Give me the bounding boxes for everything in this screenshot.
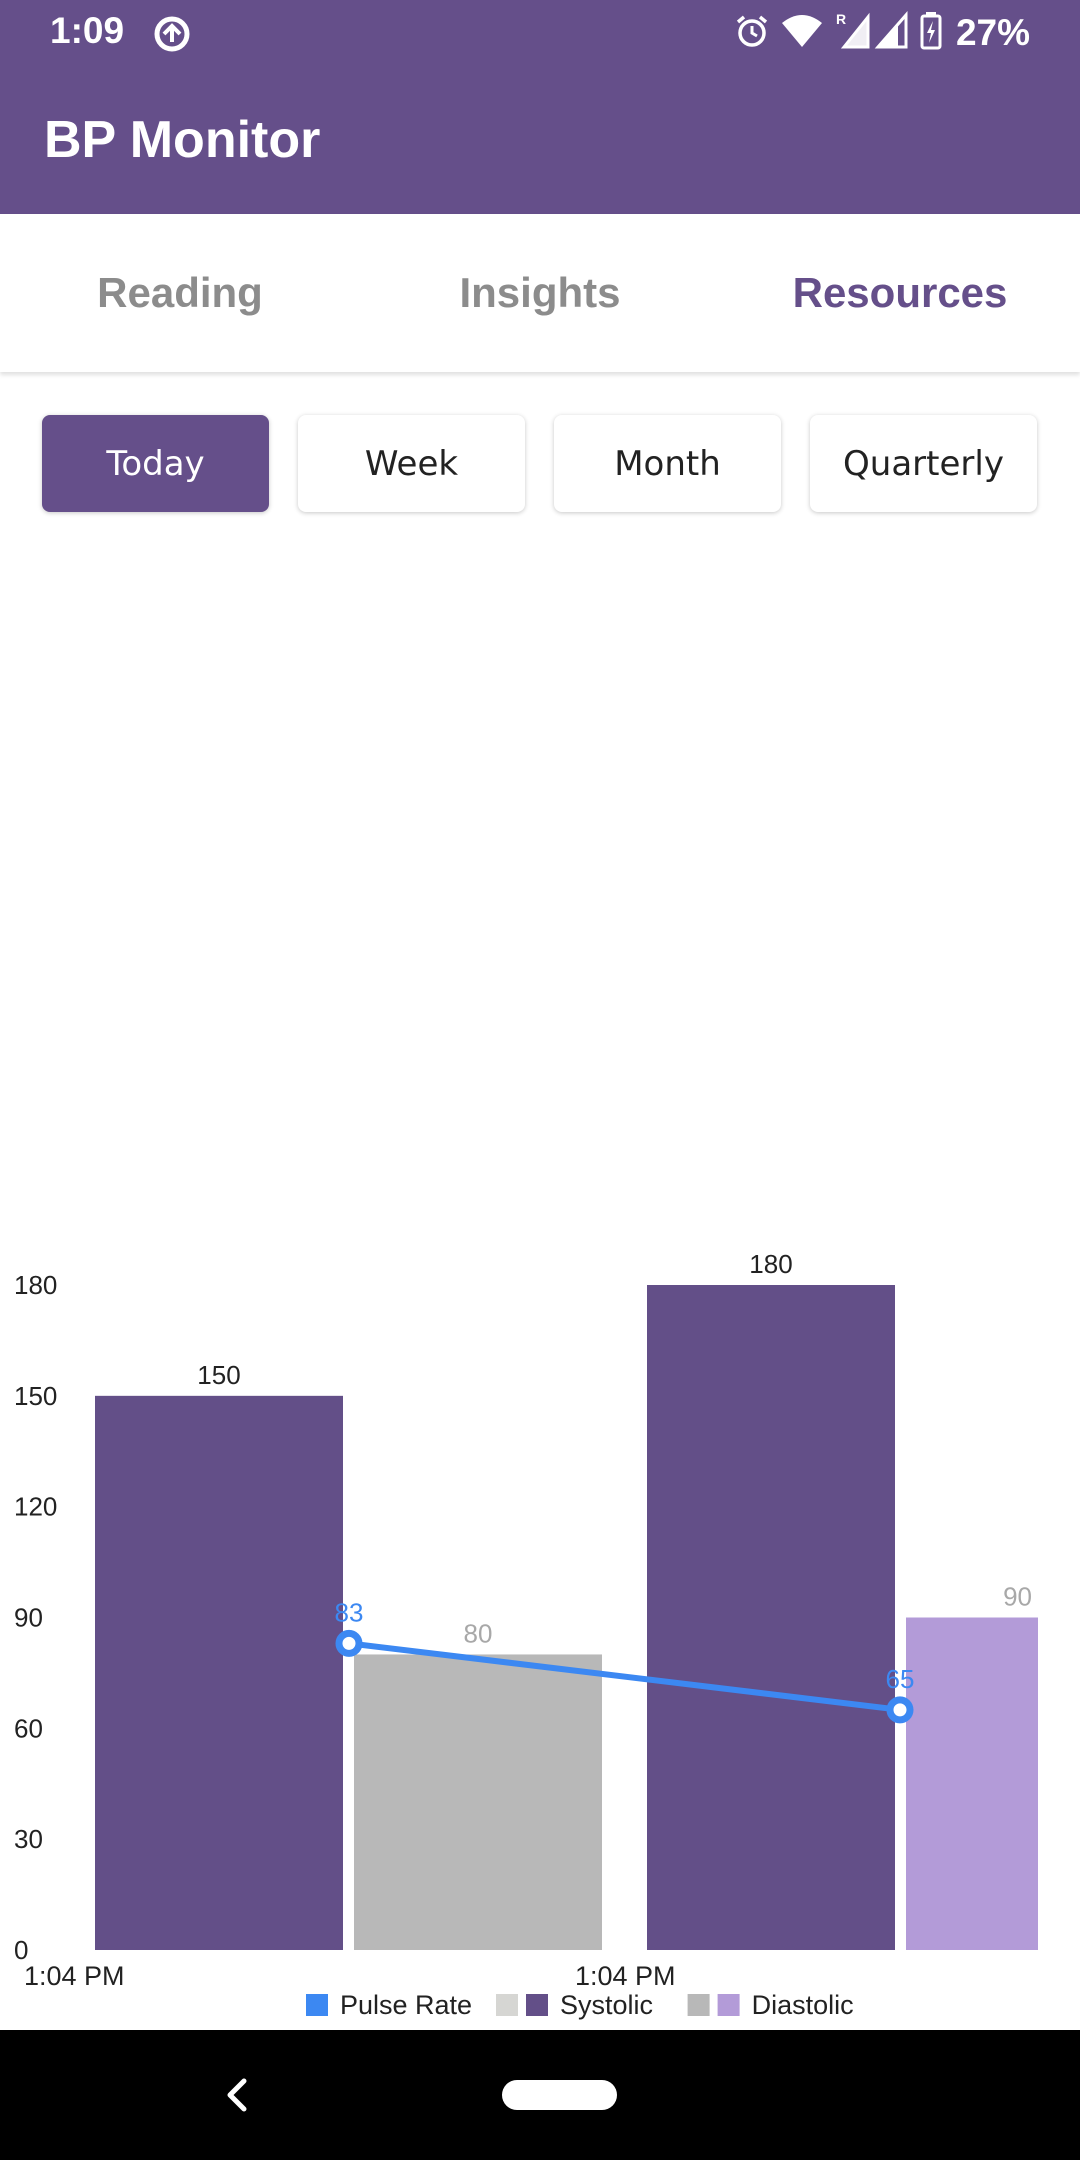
home-pill[interactable] xyxy=(502,2080,617,2110)
signal-icon: R xyxy=(834,11,910,56)
bp-chart: 0 30 60 90 120 150 180 150 80 180 90 83 65 1:04 PM 1:0… xyxy=(14,1249,1038,2020)
legend-label: Diastolic xyxy=(752,1990,854,2020)
y-tick-label: 30 xyxy=(14,1824,43,1854)
legend-swatch xyxy=(526,1994,548,2016)
legend-swatch xyxy=(717,1994,740,2016)
x-tick-label: 1:04 PM xyxy=(24,1961,125,1991)
tab-reading[interactable]: Reading xyxy=(97,269,263,316)
y-tick-label: 60 xyxy=(14,1713,43,1743)
legend-label: Systolic xyxy=(560,1990,653,2020)
y-tick-label: 180 xyxy=(14,1270,57,1300)
tab-resources[interactable]: Resources xyxy=(792,269,1008,316)
app-bar: BP Monitor xyxy=(0,66,1080,214)
systolic-bar xyxy=(95,1395,343,1950)
today-button[interactable]: Today xyxy=(42,415,269,512)
month-button[interactable]: Month xyxy=(554,415,781,512)
legend-swatch xyxy=(496,1994,518,2016)
alarm-icon xyxy=(734,13,770,54)
tab-insights[interactable]: Insights xyxy=(459,269,621,316)
legend-swatch xyxy=(687,1994,710,2016)
diastolic-value-label: 90 xyxy=(1003,1582,1032,1612)
back-icon[interactable] xyxy=(222,2075,252,2120)
nav-bar xyxy=(0,2030,1080,2160)
roaming-indicator: R xyxy=(836,11,846,27)
wifi-icon xyxy=(780,13,824,54)
pulse-rate-point xyxy=(335,1629,363,1657)
x-tick-label: 1:04 PM xyxy=(575,1961,676,1991)
battery-icon xyxy=(920,11,942,55)
pulse-rate-point xyxy=(886,1696,914,1724)
y-tick-label: 150 xyxy=(14,1381,57,1411)
legend-swatch xyxy=(306,1994,328,2016)
diastolic-value-label: 80 xyxy=(464,1618,493,1648)
diastolic-bar xyxy=(354,1654,602,1950)
y-tick-label: 0 xyxy=(14,1935,28,1965)
status-icons: R 27% xyxy=(734,10,1030,56)
diastolic-bar xyxy=(906,1617,1038,1950)
pulse-rate-value-label: 83 xyxy=(335,1597,364,1627)
y-tick-label: 90 xyxy=(14,1603,43,1633)
week-button[interactable]: Week xyxy=(298,415,525,512)
battery-percent: 27% xyxy=(955,12,1030,53)
legend-label: Pulse Rate xyxy=(340,1990,472,2020)
pulse-rate-line xyxy=(348,1640,901,1713)
systolic-bar xyxy=(647,1285,895,1950)
systolic-value-label: 180 xyxy=(749,1249,792,1279)
status-bar: 1:09 R xyxy=(0,0,1080,66)
quarterly-button[interactable]: Quarterly xyxy=(810,415,1037,512)
app-title: BP Monitor xyxy=(44,111,321,169)
y-tick-label: 120 xyxy=(14,1492,57,1522)
tab-bar: Reading Insights Resources xyxy=(0,214,1080,372)
status-time: 1:09 xyxy=(50,10,125,51)
sync-icon xyxy=(152,14,192,59)
pulse-rate-value-label: 65 xyxy=(886,1664,915,1694)
systolic-value-label: 150 xyxy=(197,1360,240,1390)
